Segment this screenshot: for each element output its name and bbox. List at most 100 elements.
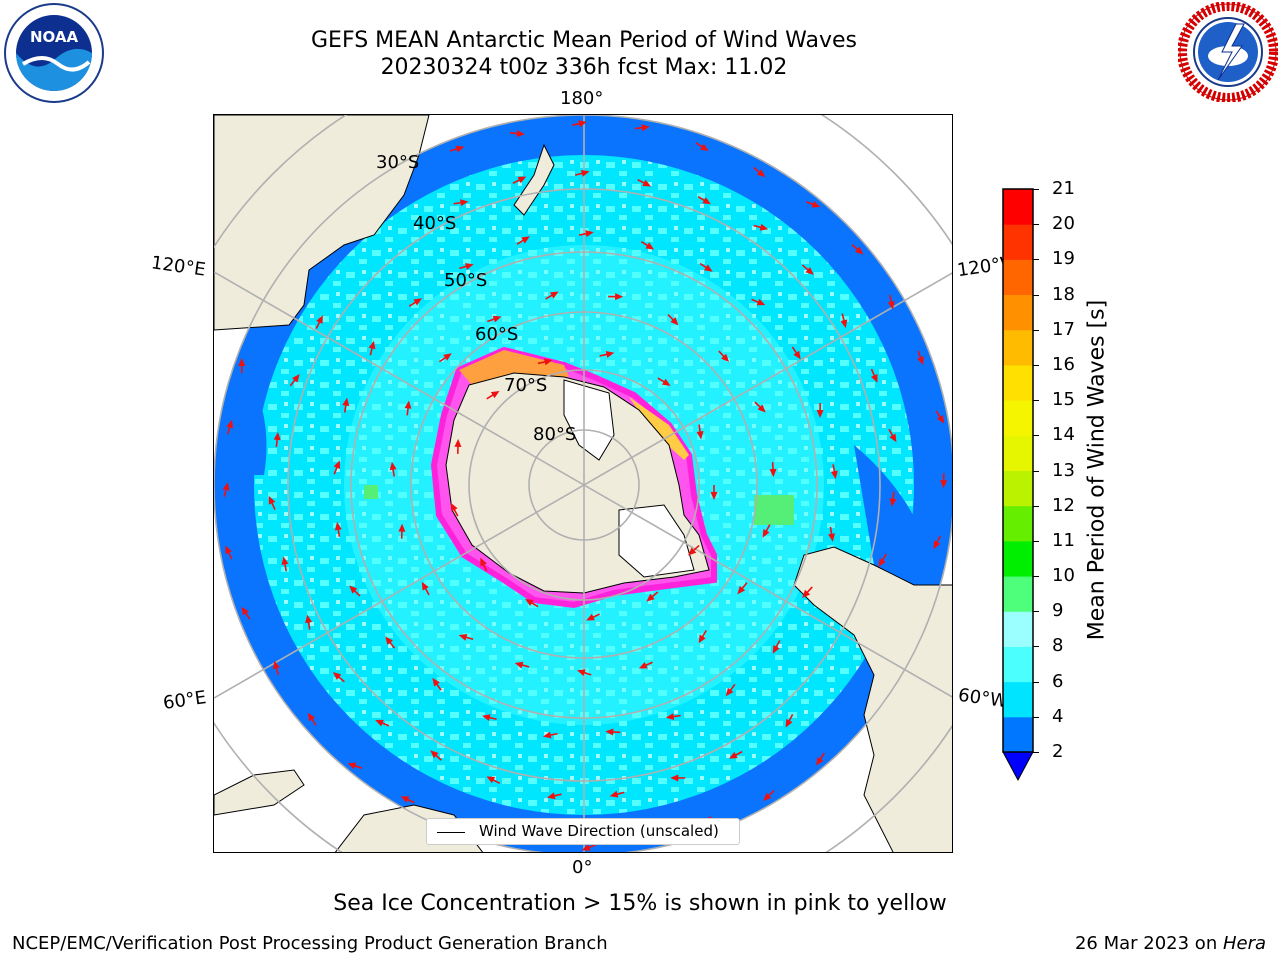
wave-arrow-head bbox=[609, 790, 619, 798]
wave-arrow-head bbox=[546, 792, 556, 800]
wave-arrow-head bbox=[762, 529, 770, 538]
colorbar-tick-mark bbox=[1033, 716, 1039, 718]
wave-arrow-head bbox=[578, 120, 587, 128]
colorbar-band bbox=[1003, 646, 1033, 683]
legend-label: Wind Wave Direction (unscaled) bbox=[479, 822, 719, 840]
colorbar-band bbox=[1003, 400, 1033, 436]
colorbar-tick-label: 19 bbox=[1052, 248, 1075, 270]
wave-arrow-head bbox=[759, 223, 769, 231]
wave-arrow-head bbox=[793, 350, 801, 360]
colorbar-tick-label: 6 bbox=[1052, 670, 1064, 692]
colorbar-tick-mark bbox=[1033, 752, 1039, 753]
chart-subtitle: 20230324 t00z 336h fcst Max: 11.02 bbox=[380, 55, 788, 80]
wave-arrow-head bbox=[492, 315, 502, 323]
wave-arrow-head bbox=[757, 404, 766, 413]
wave-arrow-head bbox=[305, 614, 313, 624]
wave-arrow-head bbox=[917, 356, 924, 366]
wave-arrow-head bbox=[525, 598, 534, 606]
wave-arrow-head bbox=[769, 468, 777, 478]
wave-arrow-head bbox=[421, 581, 429, 591]
wave-arrow-head bbox=[316, 315, 323, 324]
wave-arrow-head bbox=[241, 606, 249, 616]
colorbar-band bbox=[1003, 611, 1033, 647]
wave-arrow-head bbox=[585, 230, 594, 238]
wave-arrow-head bbox=[772, 645, 780, 654]
colorbar-tick-label: 9 bbox=[1052, 600, 1064, 622]
wave-arrow-head bbox=[347, 762, 357, 770]
wave-arrow-head bbox=[480, 557, 487, 567]
wave-arrow-head bbox=[889, 498, 897, 507]
wave-arrow-head bbox=[763, 792, 772, 801]
wave-arrow-head bbox=[688, 547, 697, 556]
wave-arrow-head bbox=[291, 374, 300, 383]
wave-arrow-head bbox=[581, 844, 591, 851]
colorbar-tick-mark bbox=[1033, 400, 1039, 402]
wave-arrow-head bbox=[855, 246, 864, 255]
wave-arrow-head bbox=[811, 200, 821, 208]
lat-label-40s: 40°S bbox=[413, 213, 457, 234]
map-canvas bbox=[214, 115, 952, 852]
wave-arrow-head bbox=[710, 492, 718, 500]
wave-arrow-head bbox=[586, 613, 595, 621]
wave-arrow-head bbox=[542, 731, 552, 739]
wave-arrow-head bbox=[238, 357, 246, 367]
colorbar-tick-label: 12 bbox=[1052, 494, 1075, 516]
colorbar-tick-mark bbox=[1033, 611, 1039, 613]
wave-arrow-head bbox=[398, 523, 406, 532]
wave-arrow-head bbox=[454, 438, 462, 447]
colorbar-band bbox=[1003, 224, 1033, 260]
colorbar-tick-mark bbox=[1033, 364, 1039, 366]
colorbar-band bbox=[1003, 540, 1033, 577]
wave-arrow-head bbox=[226, 419, 234, 429]
colorbar-band bbox=[1003, 470, 1033, 507]
colorbar-tick-mark bbox=[1033, 294, 1039, 296]
polar-map bbox=[213, 114, 953, 853]
wave-arrow-head bbox=[517, 176, 527, 184]
colorbar-tick-label: 11 bbox=[1052, 529, 1075, 551]
wave-arrow-head bbox=[458, 633, 468, 641]
wave-arrow-head bbox=[646, 593, 655, 602]
lon-label-180: 180° bbox=[560, 88, 604, 109]
colorbar-band bbox=[1003, 294, 1033, 331]
wave-arrow-head bbox=[670, 774, 679, 782]
wave-arrow-head bbox=[737, 585, 746, 595]
sea-ice-caption: Sea Ice Concentration > 15% is shown in … bbox=[333, 891, 947, 916]
colorbar-tick-label: 14 bbox=[1052, 424, 1075, 446]
lon-label-120e: 120°E bbox=[149, 252, 207, 281]
wave-arrow-head bbox=[828, 533, 835, 542]
wave-arrow-head bbox=[375, 719, 384, 727]
wave-arrow-head bbox=[368, 340, 376, 350]
wave-arrow-head bbox=[486, 776, 496, 784]
lat-label-80s: 80°S bbox=[533, 424, 577, 445]
wave-arrow-head bbox=[307, 712, 316, 722]
wave-arrow-head bbox=[580, 169, 590, 177]
wave-arrow-head bbox=[940, 480, 948, 489]
lon-label-60e: 60°E bbox=[161, 687, 208, 714]
footer-date: 26 Mar 2023 on Hera bbox=[1075, 933, 1266, 954]
colorbar-tick-mark bbox=[1033, 259, 1039, 261]
colorbar-tick-mark bbox=[1033, 189, 1039, 190]
wave-arrow-head bbox=[700, 143, 709, 151]
noaa-logo-text: NOAA bbox=[30, 28, 79, 46]
wave-arrow-head bbox=[385, 636, 393, 645]
wave-arrow-head bbox=[549, 291, 559, 299]
graticule bbox=[214, 115, 952, 852]
noaa-logo: NOAA bbox=[4, 3, 104, 103]
wave-arrow-head bbox=[785, 718, 793, 728]
wave-arrow-head bbox=[333, 460, 341, 470]
colorbar-band bbox=[1003, 259, 1033, 296]
wave-arrow-head bbox=[638, 661, 648, 669]
wave-arrow-head bbox=[543, 358, 553, 366]
wave-arrow-head bbox=[756, 169, 766, 178]
wave-arrow-head bbox=[887, 301, 895, 310]
colorbar-band bbox=[1003, 681, 1033, 718]
wave-arrow-head bbox=[268, 495, 276, 505]
colorbar-band bbox=[1003, 189, 1033, 225]
colorbar-tick-mark bbox=[1033, 470, 1039, 472]
chart-title: GEFS MEAN Antarctic Mean Period of Wind … bbox=[311, 28, 857, 53]
colorbar-tick-mark bbox=[1033, 540, 1039, 542]
wave-arrow-head bbox=[273, 431, 281, 441]
wave-arrow-head bbox=[404, 400, 412, 409]
wave-arrow-head bbox=[443, 353, 452, 361]
colorbar-tick-mark bbox=[1033, 646, 1039, 648]
